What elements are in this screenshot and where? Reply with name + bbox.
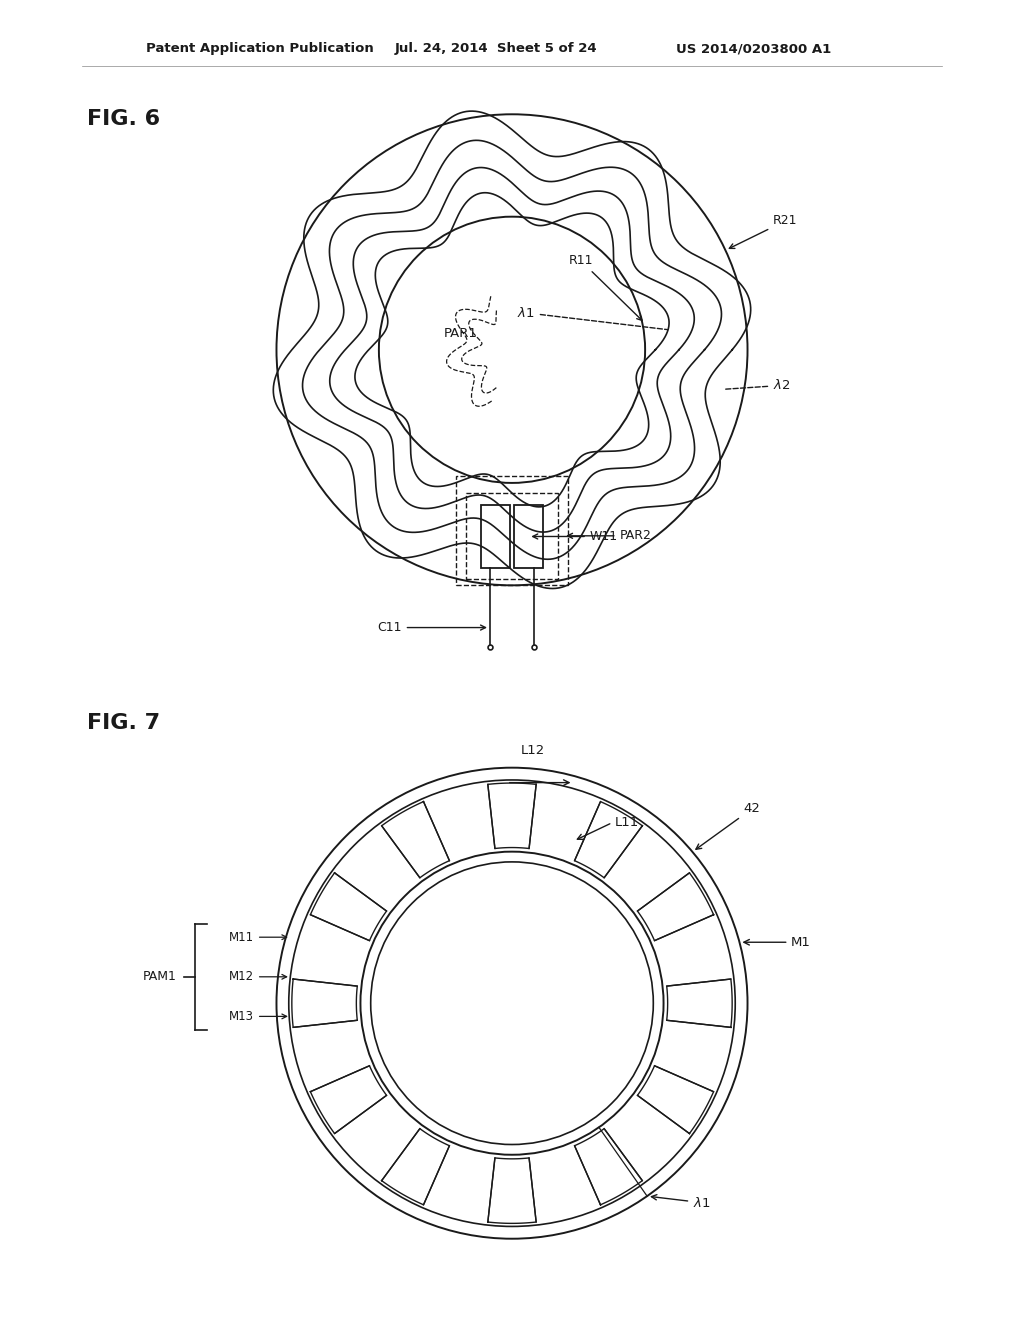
Text: PAR2: PAR2: [567, 529, 651, 543]
Text: R11: R11: [568, 253, 642, 321]
Text: M13: M13: [229, 1010, 287, 1023]
Text: 42: 42: [696, 803, 761, 849]
Text: L12: L12: [520, 744, 545, 758]
Text: PAM1: PAM1: [142, 970, 176, 983]
Text: R21: R21: [729, 214, 798, 248]
Text: C11: C11: [377, 622, 485, 634]
Text: L11: L11: [614, 816, 639, 829]
Text: US 2014/0203800 A1: US 2014/0203800 A1: [676, 42, 831, 55]
Text: FIG. 7: FIG. 7: [87, 713, 160, 734]
Text: M12: M12: [228, 970, 287, 983]
Text: FIG. 6: FIG. 6: [87, 108, 160, 129]
Text: $\lambda$2: $\lambda$2: [725, 379, 791, 392]
Text: PAR1: PAR1: [443, 327, 478, 341]
Text: $\lambda$1: $\lambda$1: [517, 306, 668, 330]
Text: Jul. 24, 2014  Sheet 5 of 24: Jul. 24, 2014 Sheet 5 of 24: [394, 42, 597, 55]
Text: W11: W11: [532, 531, 617, 543]
Text: Patent Application Publication: Patent Application Publication: [146, 42, 374, 55]
Text: M1: M1: [791, 936, 811, 949]
Text: M11: M11: [228, 931, 287, 944]
Text: $\lambda$1: $\lambda$1: [651, 1195, 711, 1209]
